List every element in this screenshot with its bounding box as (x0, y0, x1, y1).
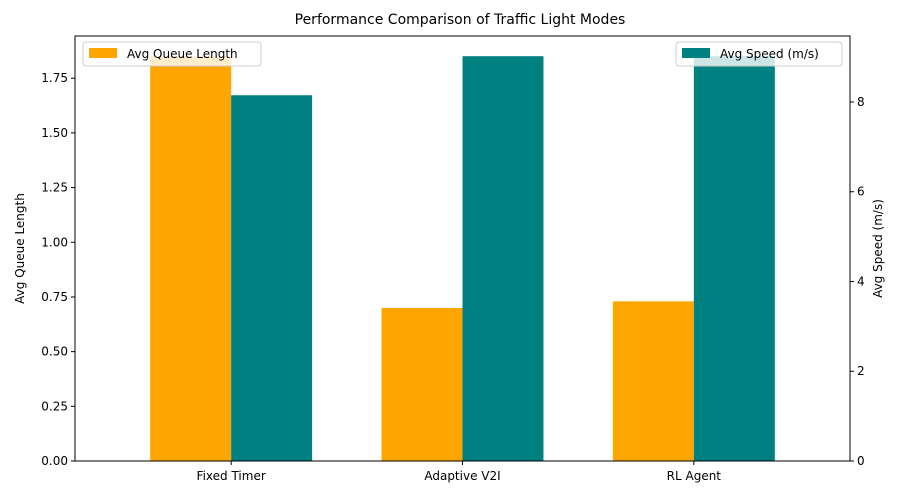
x-axis-ticks: Fixed Timer Adaptive V2I RL Agent (197, 461, 722, 483)
legend-speed-swatch (682, 48, 710, 58)
x-tick-label: Adaptive V2I (424, 469, 500, 483)
right-axis-ticks: 0 2 4 6 8 (850, 95, 865, 468)
legend-queue: Avg Queue Length (82, 41, 262, 67)
left-tick-label: 0.00 (41, 454, 68, 468)
legend-speed-label: Avg Speed (m/s) (720, 47, 819, 61)
left-tick-label: 0.25 (41, 399, 68, 413)
x-tick-label: Fixed Timer (197, 469, 266, 483)
legend-queue-frame (82, 41, 262, 67)
legend-speed-frame (675, 41, 843, 67)
legend-queue-label: Avg Queue Length (127, 47, 238, 61)
right-tick-label: 8 (857, 95, 865, 109)
left-tick-label: 1.50 (41, 126, 68, 140)
left-axis-ticks: 0.00 0.25 0.50 0.75 1.00 1.25 1.50 1.75 (41, 71, 75, 468)
queue-bar-3 (612, 301, 694, 461)
x-tick-label: RL Agent (667, 469, 722, 483)
left-tick-label: 0.75 (41, 290, 68, 304)
right-tick-label: 2 (857, 364, 865, 378)
right-tick-label: 4 (857, 274, 865, 288)
speed-bar-3 (693, 56, 775, 462)
speed-bar-1 (231, 95, 313, 461)
left-tick-label: 0.50 (41, 345, 68, 359)
legend-speed: Avg Speed (m/s) (675, 41, 843, 67)
right-tick-label: 0 (857, 454, 865, 468)
bars-group (150, 56, 775, 462)
right-tick-label: 6 (857, 185, 865, 199)
right-axis-title: Avg Speed (m/s) (871, 199, 885, 298)
queue-bar-2 (381, 307, 463, 461)
left-tick-label: 1.25 (41, 181, 68, 195)
queue-bar-1 (150, 56, 232, 461)
legend-queue-swatch (89, 48, 117, 58)
left-tick-label: 1.75 (41, 71, 68, 85)
chart-title: Performance Comparison of Traffic Light … (295, 12, 626, 28)
left-tick-label: 1.00 (41, 235, 68, 249)
plot-frame (74, 35, 851, 462)
left-axis-title: Avg Queue Length (13, 193, 27, 304)
speed-bar-2 (462, 56, 544, 462)
